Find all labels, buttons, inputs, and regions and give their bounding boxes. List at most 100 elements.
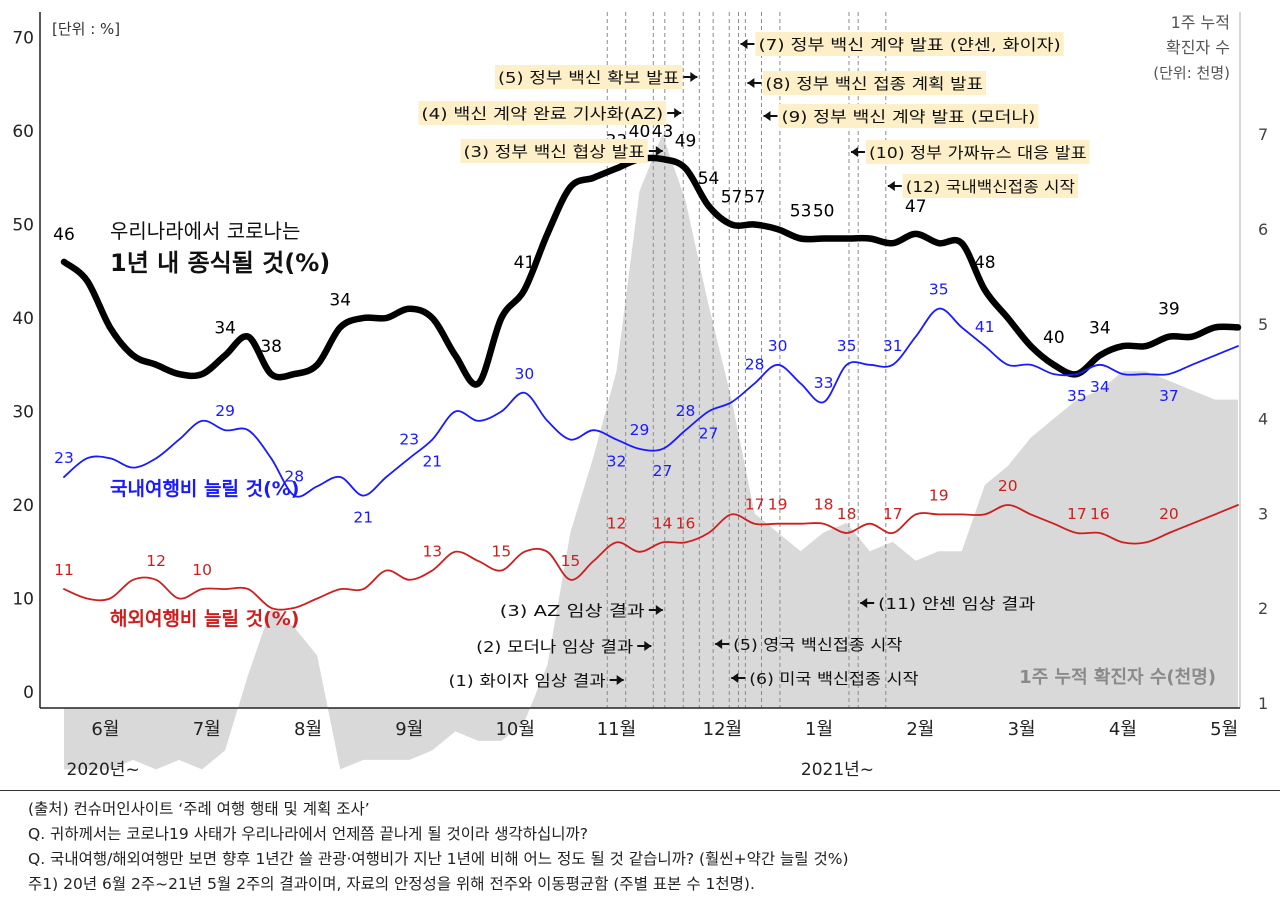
data-label: 28 [676,402,696,420]
year-label: 2021년~ [801,760,874,780]
data-label: 37 [1159,387,1179,405]
annotation-text: (12) 국내백신접종 시작 [906,178,1075,196]
data-label: 16 [1090,505,1110,523]
series-name-red: 해외여행비 늘릴 것(%) [110,608,299,630]
data-label: 34 [329,290,351,310]
annotation-text: (10) 정부 가짜뉴스 대응 발표 [869,144,1087,162]
right-axis-title: (단위: 천명) [1153,64,1230,82]
data-label: 34 [1090,378,1110,396]
data-label: 40 [1043,328,1065,348]
month-tick-label: 5월 [1210,719,1238,740]
data-label: 29 [630,421,650,439]
data-label: 16 [676,514,696,532]
data-label: 49 [675,131,697,151]
annotation-text: (7) 정부 백신 계약 발표 (얀센, 화이자) [758,36,1060,54]
annotation-arrow-head [655,605,663,615]
data-label: 27 [653,462,673,480]
series-line [63,307,1239,498]
data-label: 54 [698,169,720,189]
left-tick-label: 70 [12,29,34,49]
right-tick-label: 3 [1258,504,1268,523]
cases-area-layer: 1주 누적 확진자 수(천명) [64,134,1238,770]
right-tick-label: 7 [1258,125,1268,144]
footer-notes: (출처) 컨슈머인사이트 ‘주례 여행 행태 및 계획 조사’ Q. 귀하께서는… [0,790,1280,908]
data-label: 14 [653,514,673,532]
data-label: 31 [883,337,903,355]
right-axis-title: 1주 누적 [1171,13,1230,32]
data-label: 30 [515,365,535,383]
data-label: 50 [813,202,835,222]
annotation-highlight [865,140,1090,164]
data-label: 15 [561,552,581,570]
data-label: 23 [399,430,419,448]
annotation-arrow-head [860,598,868,608]
annotation-arrow-head [887,181,895,191]
data-label: 17 [883,505,903,523]
annotation-arrow-head [674,108,682,118]
data-label: 38 [260,337,282,357]
annotation-highlight [902,174,1079,198]
annotation-highlight [778,104,1039,128]
annotation-highlight [418,101,667,125]
footer-source: (출처) 컨슈머인사이트 ‘주례 여행 행태 및 계획 조사’ [28,800,370,818]
right-axis-title: 확진자 수 [1166,38,1230,57]
left-tick-label: 30 [12,403,34,423]
annotation-text: (5) 영국 백신접종 시작 [733,636,902,654]
data-label: 48 [974,253,996,273]
month-tick-label: 11월 [597,719,636,740]
data-label: 27 [699,425,719,443]
month-tick-label: 12월 [703,719,742,740]
annotation-highlight [762,71,987,95]
annotation-text: (4) 백신 계약 완료 기사화(AZ) [421,105,663,123]
month-tick-label: 9월 [395,719,423,740]
data-label: 13 [422,542,442,560]
annotation-text: (11) 얀센 임상 결과 [878,595,1035,613]
data-label: 12 [146,552,166,570]
data-label: 19 [768,496,788,514]
cases-area [64,134,1238,770]
right-tick-label: 6 [1258,220,1268,239]
left-tick-label: 60 [12,122,34,142]
series-line [63,504,1239,611]
data-label: 34 [1089,318,1111,338]
annotation-arrow-head [740,39,748,49]
right-tick-label: 2 [1258,599,1268,618]
data-label: 47 [905,197,927,217]
data-label: 11 [54,561,74,579]
left-tick-label: 0 [23,683,34,703]
data-label: 12 [607,514,627,532]
annotation-text: (1) 화이자 임상 결과 [449,672,606,690]
data-label: 35 [1067,387,1087,405]
annotation-arrow-head [616,675,624,685]
data-label: 18 [814,496,834,514]
footer-note: 주1) 20년 6월 2주~21년 5월 2주의 결과이며, 자료의 안정성을 … [28,875,755,893]
data-label: 17 [745,496,765,514]
cases-area-caption: 1주 누적 확진자 수(천명) [1019,667,1216,688]
data-label: 19 [929,486,949,504]
left-tick-label: 40 [12,309,34,329]
annotation-arrow-head [731,673,739,683]
data-label: 28 [745,355,765,373]
annotation-text: (8) 정부 백신 접종 계획 발표 [765,75,983,93]
data-labels-layer: 4634383441334043495457575350474840343923… [53,122,1180,630]
month-tick-label: 2월 [906,719,934,740]
year-label: 2020년~ [67,760,140,780]
left-tick-label: 20 [12,496,34,516]
data-label: 40 [629,122,651,142]
left-tick-label: 50 [12,216,34,236]
data-label: 35 [837,337,857,355]
annotation-text: (6) 미국 백신접종 시작 [749,670,918,688]
month-tick-label: 3월 [1008,719,1036,740]
annotation-highlight [494,65,683,89]
survey-line-chart: 1주 누적 확진자 수(천명) 0102030405060701234567[단… [12,12,1268,780]
data-label: 33 [814,374,834,392]
data-label: 41 [975,318,995,336]
right-tick-label: 1 [1258,694,1268,713]
data-label: 20 [998,477,1018,495]
data-label: 57 [721,188,743,208]
series-name-blue: 국내여행비 늘릴 것(%) [110,478,299,500]
data-label: 23 [54,449,74,467]
data-label: 30 [768,337,788,355]
footer-question-2: Q. 국내여행/해외여행만 보면 향후 1년간 쓸 관광·여행비가 지난 1년에… [28,850,849,868]
